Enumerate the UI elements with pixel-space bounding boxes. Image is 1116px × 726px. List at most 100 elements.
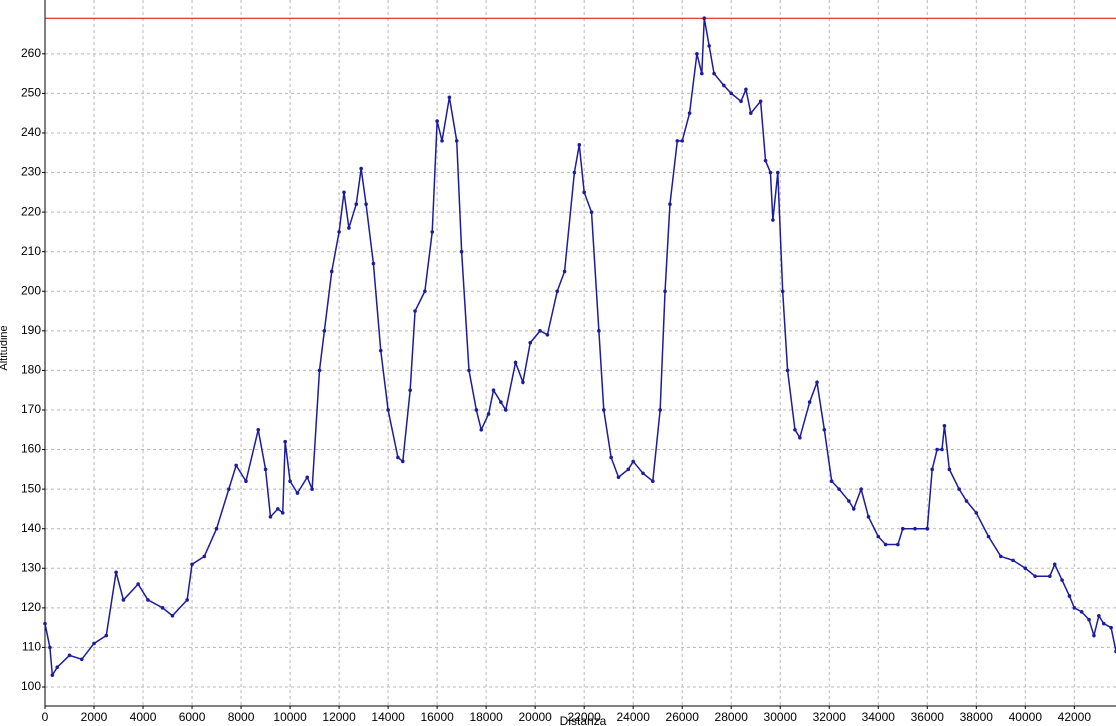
point [364,202,368,207]
x-tick-label: 18000 [469,710,503,724]
point [1033,574,1037,578]
point [739,99,743,104]
point [555,289,560,294]
point [1087,617,1091,622]
point [499,400,503,404]
y-tick-label: 220 [21,204,41,218]
point [675,139,680,143]
point [413,309,417,313]
point [459,249,464,254]
point [837,487,841,491]
point [650,479,655,484]
point [815,380,819,385]
point [957,487,961,491]
point [1048,574,1052,578]
point [658,408,662,412]
point [1072,606,1077,610]
x-tick-label: 12000 [322,710,356,724]
point [616,475,621,480]
point [354,202,359,207]
point [295,491,300,495]
point [114,570,118,575]
point [545,332,550,337]
point [793,427,797,432]
point [582,190,586,195]
point [935,447,939,452]
point [577,143,582,147]
y-tick-label: 150 [21,481,41,495]
point [866,515,871,519]
point [851,507,856,511]
point [572,170,577,175]
point [847,499,851,503]
point [378,348,383,353]
point [435,119,439,123]
point [1067,594,1072,598]
point [263,467,268,472]
y-tick-label: 240 [21,125,41,139]
point [359,166,363,171]
point [913,526,917,531]
point [190,562,194,567]
point [538,329,542,333]
point [185,598,189,602]
point [386,408,390,412]
point [986,534,991,539]
x-tick-label: 42000 [1058,710,1092,724]
y-tick-label: 260 [21,46,41,60]
point [687,111,692,115]
point [486,412,491,416]
point [513,360,518,365]
y-tick-label: 190 [21,323,41,337]
point [707,44,711,48]
point [371,261,376,266]
point [763,158,768,163]
x-tick-label: 20000 [518,710,552,724]
point [601,408,606,412]
y-tick-label: 200 [21,283,41,297]
point [829,479,834,484]
point [1052,562,1057,567]
y-tick-label: 130 [21,560,41,574]
point [663,289,667,294]
x-tick-label: 22000 [567,710,601,724]
point [876,534,881,539]
point [503,408,508,412]
point [521,380,525,385]
point [1060,578,1064,582]
point [170,613,175,618]
point [896,542,900,547]
point [288,479,292,484]
point [597,329,601,333]
point [136,582,140,586]
y-tick-label: 120 [21,600,41,614]
point [729,91,734,96]
point [234,463,238,468]
point [900,526,905,531]
point [942,424,947,428]
point [43,621,47,626]
x-tick-label: 10000 [273,710,307,724]
point [276,507,280,511]
point [305,475,310,480]
y-tick-label: 110 [22,640,41,654]
y-tick-label: 170 [21,402,41,416]
point [50,673,55,677]
point [589,210,594,214]
point [310,487,314,491]
y-tick-label: 160 [21,442,41,456]
point [668,202,672,207]
x-tick-label: 38000 [960,710,994,724]
x-tick-label: 14000 [371,710,405,724]
point [146,598,150,602]
point [67,653,72,658]
x-tick-label: 26000 [666,710,700,724]
point [121,598,126,602]
point [1109,625,1113,630]
x-tick-label: 28000 [715,710,749,724]
point [964,499,969,503]
point [768,170,773,175]
point [722,83,726,88]
